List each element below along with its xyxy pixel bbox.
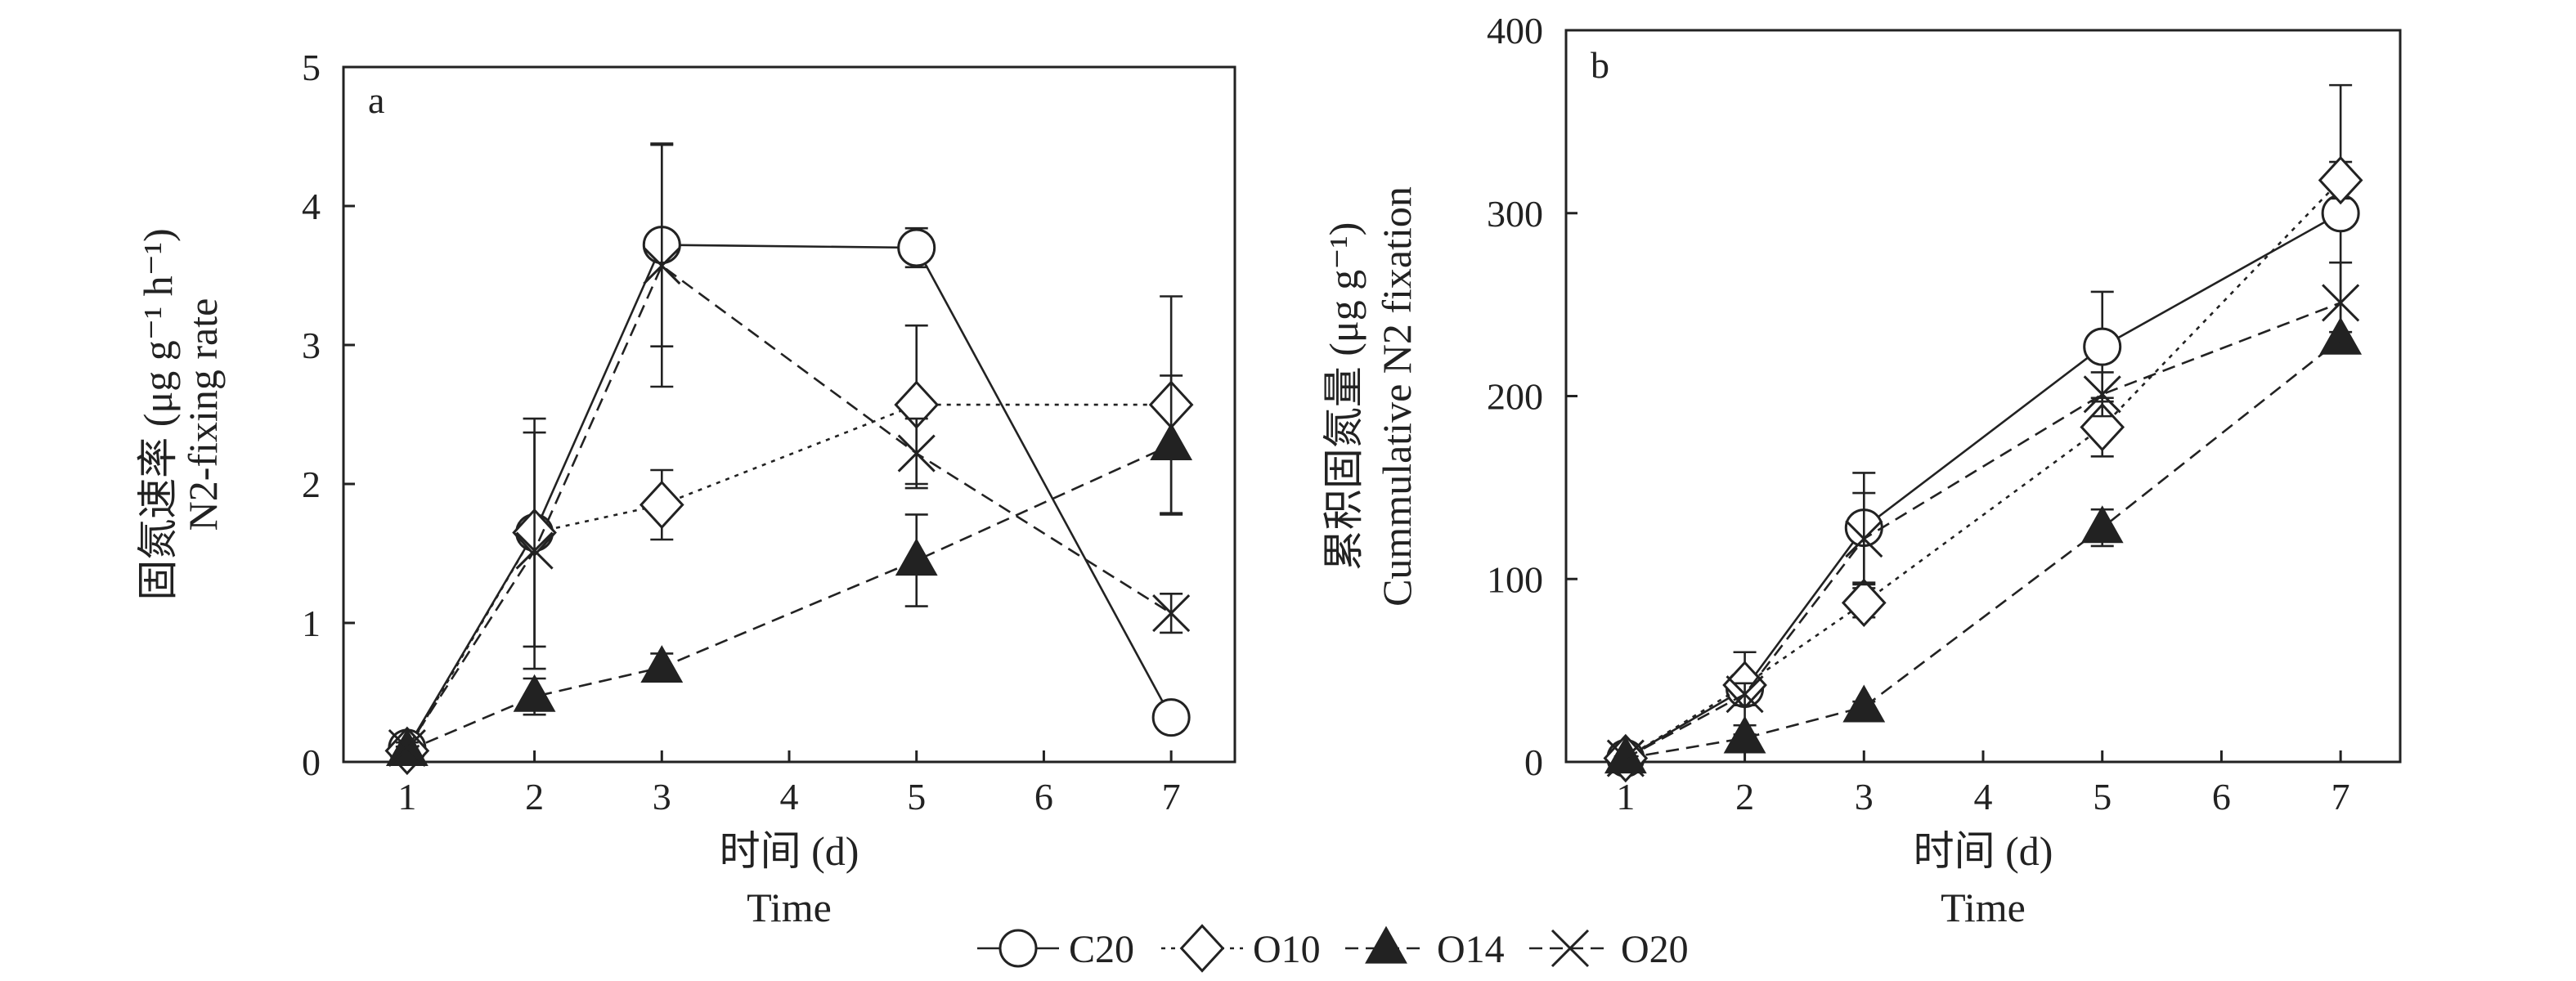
legend-marker (1179, 924, 1225, 973)
y-tick-label: 400 (1487, 10, 1543, 52)
x-tick-label: 5 (2093, 776, 2112, 818)
panel-a-chart: 1 2 3 4 5 6 7 0 1 2 3 4 5 a 时间 (d) Time 固氮速率 (μg g⁻¹ h⁻¹… (135, 47, 1236, 930)
x-tick-label: 7 (1162, 776, 1181, 818)
x-tick-label: 2 (525, 776, 544, 818)
data-point (897, 228, 936, 267)
legend-item-O20: O20 (1529, 928, 1689, 971)
data-point (1726, 675, 1764, 714)
legend-marker (1365, 925, 1407, 964)
legend-marker (1551, 929, 1590, 968)
series-C20 (1606, 83, 2360, 778)
series-line (406, 264, 1172, 749)
y-tick-label: 200 (1487, 376, 1543, 418)
legend-label: O14 (1437, 928, 1505, 971)
data-point (2083, 375, 2121, 414)
y-tick-label: 0 (302, 741, 321, 783)
legend-item-O10: O10 (1161, 924, 1321, 973)
x-tick-label: 3 (1855, 776, 1874, 818)
series-O14 (385, 374, 1193, 766)
y-tick-label: 0 (1524, 741, 1543, 783)
y-tick-label: 4 (302, 186, 321, 227)
data-point (2322, 284, 2360, 322)
series-O10 (1603, 155, 2363, 783)
panel-label: b (1591, 44, 1609, 86)
x-tick-label: 4 (780, 776, 799, 818)
x-tick-label: 1 (1616, 776, 1635, 818)
x-axis-title-en: Time (1941, 885, 2026, 930)
x-tick-label: 1 (397, 776, 416, 818)
y-tick-label: 5 (302, 47, 321, 88)
data-point (1723, 715, 1766, 754)
x-axis-title: 时间 (d) (720, 828, 859, 874)
data-point (2318, 155, 2363, 205)
series-C20 (388, 142, 1191, 768)
data-point (643, 247, 681, 285)
x-tick-label: 7 (2331, 776, 2350, 818)
series-line (1625, 338, 2341, 759)
data-point (895, 538, 938, 576)
y-axis-title-cn: 累积固氮量 (μg g⁻¹) (1321, 222, 1367, 571)
data-point (2083, 327, 2122, 366)
data-point (640, 645, 684, 683)
x-tick-label: 6 (2212, 776, 2231, 818)
x-axis-title-en: Time (747, 885, 832, 930)
x-tick-label: 5 (907, 776, 926, 818)
y-axis-title-cn: 固氮速率 (μg g⁻¹ h⁻¹) (135, 228, 181, 600)
plot-frame (1564, 29, 2402, 764)
data-point (1152, 594, 1191, 633)
legend: C20 O10 O14 O20 (977, 924, 1689, 973)
legend-item-C20: C20 (977, 928, 1134, 971)
x-axis-title: 时间 (d) (1914, 828, 2053, 874)
y-axis-title: Cummulative N2 fixation (1374, 186, 1420, 607)
series-O20 (388, 143, 1191, 768)
legend-label: O10 (1253, 928, 1321, 971)
series-O20 (1606, 261, 2360, 777)
data-point (1841, 578, 1887, 628)
y-axis-title: N2-fixing rate (180, 298, 226, 531)
data-point (1604, 736, 1647, 774)
series-line (1625, 179, 2342, 759)
legend-item-O14: O14 (1345, 925, 1505, 971)
data-point (2080, 505, 2124, 544)
data-point (1150, 423, 1193, 460)
plot-frame (342, 65, 1236, 764)
x-tick-label: 3 (653, 776, 671, 818)
y-tick-label: 2 (302, 464, 321, 505)
x-tick-label: 2 (1735, 776, 1754, 818)
y-tick-label: 100 (1487, 558, 1543, 600)
y-tick-label: 1 (302, 602, 321, 644)
legend-marker (999, 929, 1038, 968)
panel-label: a (368, 79, 384, 121)
legend-label: O20 (1621, 928, 1689, 971)
data-point (388, 728, 426, 768)
x-tick-label: 4 (1974, 776, 1993, 818)
data-point (639, 480, 684, 530)
data-point (1606, 739, 1645, 777)
y-tick-label: 3 (302, 325, 321, 366)
panel-b-chart: 1 2 3 4 5 6 7 0 100 200 300 400 b 时间 (d) Time 累积固氮量 (μg… (1321, 10, 2402, 930)
data-point (1151, 698, 1191, 737)
data-point (515, 531, 554, 570)
data-point (513, 674, 556, 712)
data-point (1845, 519, 1883, 558)
y-tick-label: 300 (1487, 193, 1543, 235)
data-point (897, 434, 936, 473)
x-tick-label: 6 (1034, 776, 1053, 818)
data-point (1842, 684, 1886, 723)
legend-label: C20 (1069, 928, 1134, 971)
